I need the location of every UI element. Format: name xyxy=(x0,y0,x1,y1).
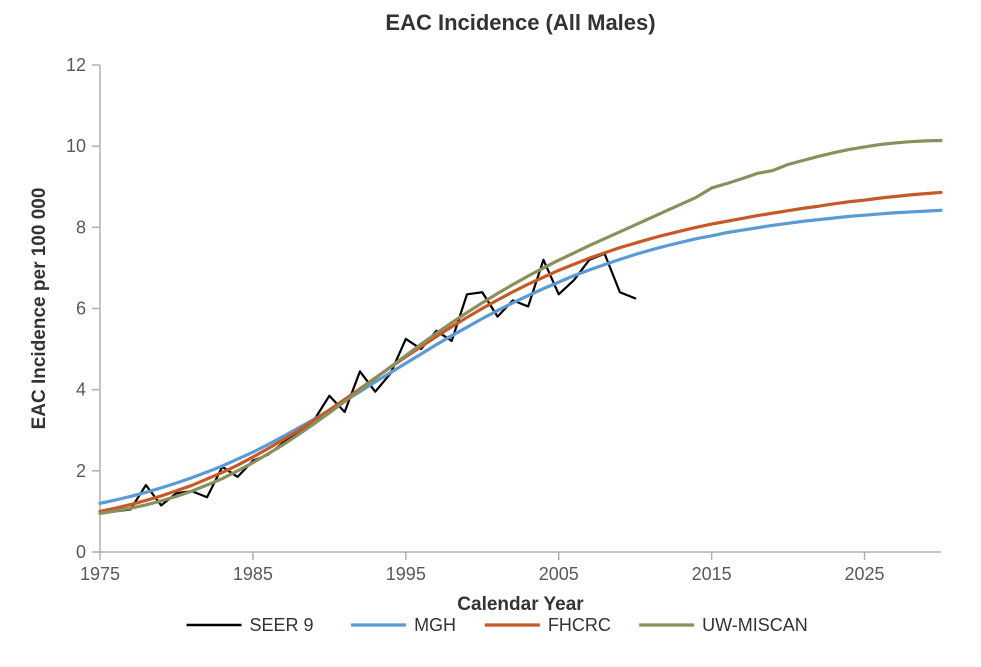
y-tick-label: 4 xyxy=(76,380,86,400)
y-axis-label: EAC Incidence per 100 000 xyxy=(29,188,50,430)
legend-label: FHCRC xyxy=(548,615,611,635)
x-tick-label: 2005 xyxy=(539,564,579,584)
legend-label: UW-MISCAN xyxy=(702,615,808,635)
x-tick-label: 1975 xyxy=(80,564,120,584)
y-tick-label: 0 xyxy=(76,542,86,562)
series-line-uw-miscan xyxy=(100,140,941,513)
legend-label: MGH xyxy=(414,615,456,635)
y-tick-label: 10 xyxy=(66,136,86,156)
x-axis-label: Calendar Year xyxy=(457,594,584,615)
x-tick-label: 2025 xyxy=(845,564,885,584)
y-tick-label: 12 xyxy=(66,55,86,75)
x-tick-label: 2015 xyxy=(692,564,732,584)
chart-svg: EAC Incidence (All Males) 0 2 4 6 8 10 12 1975 19… xyxy=(0,0,981,667)
y-tick-label: 2 xyxy=(76,461,86,481)
x-tick-label: 1985 xyxy=(233,564,273,584)
x-tick-label: 1995 xyxy=(386,564,426,584)
y-tick-label: 8 xyxy=(76,217,86,237)
series-line-mgh xyxy=(100,210,941,503)
legend-label: SEER 9 xyxy=(250,615,314,635)
chart-container: EAC Incidence (All Males) 0 2 4 6 8 10 12 1975 19… xyxy=(0,0,981,667)
y-tick-label: 6 xyxy=(76,299,86,319)
chart-title: EAC Incidence (All Males) xyxy=(385,10,655,35)
